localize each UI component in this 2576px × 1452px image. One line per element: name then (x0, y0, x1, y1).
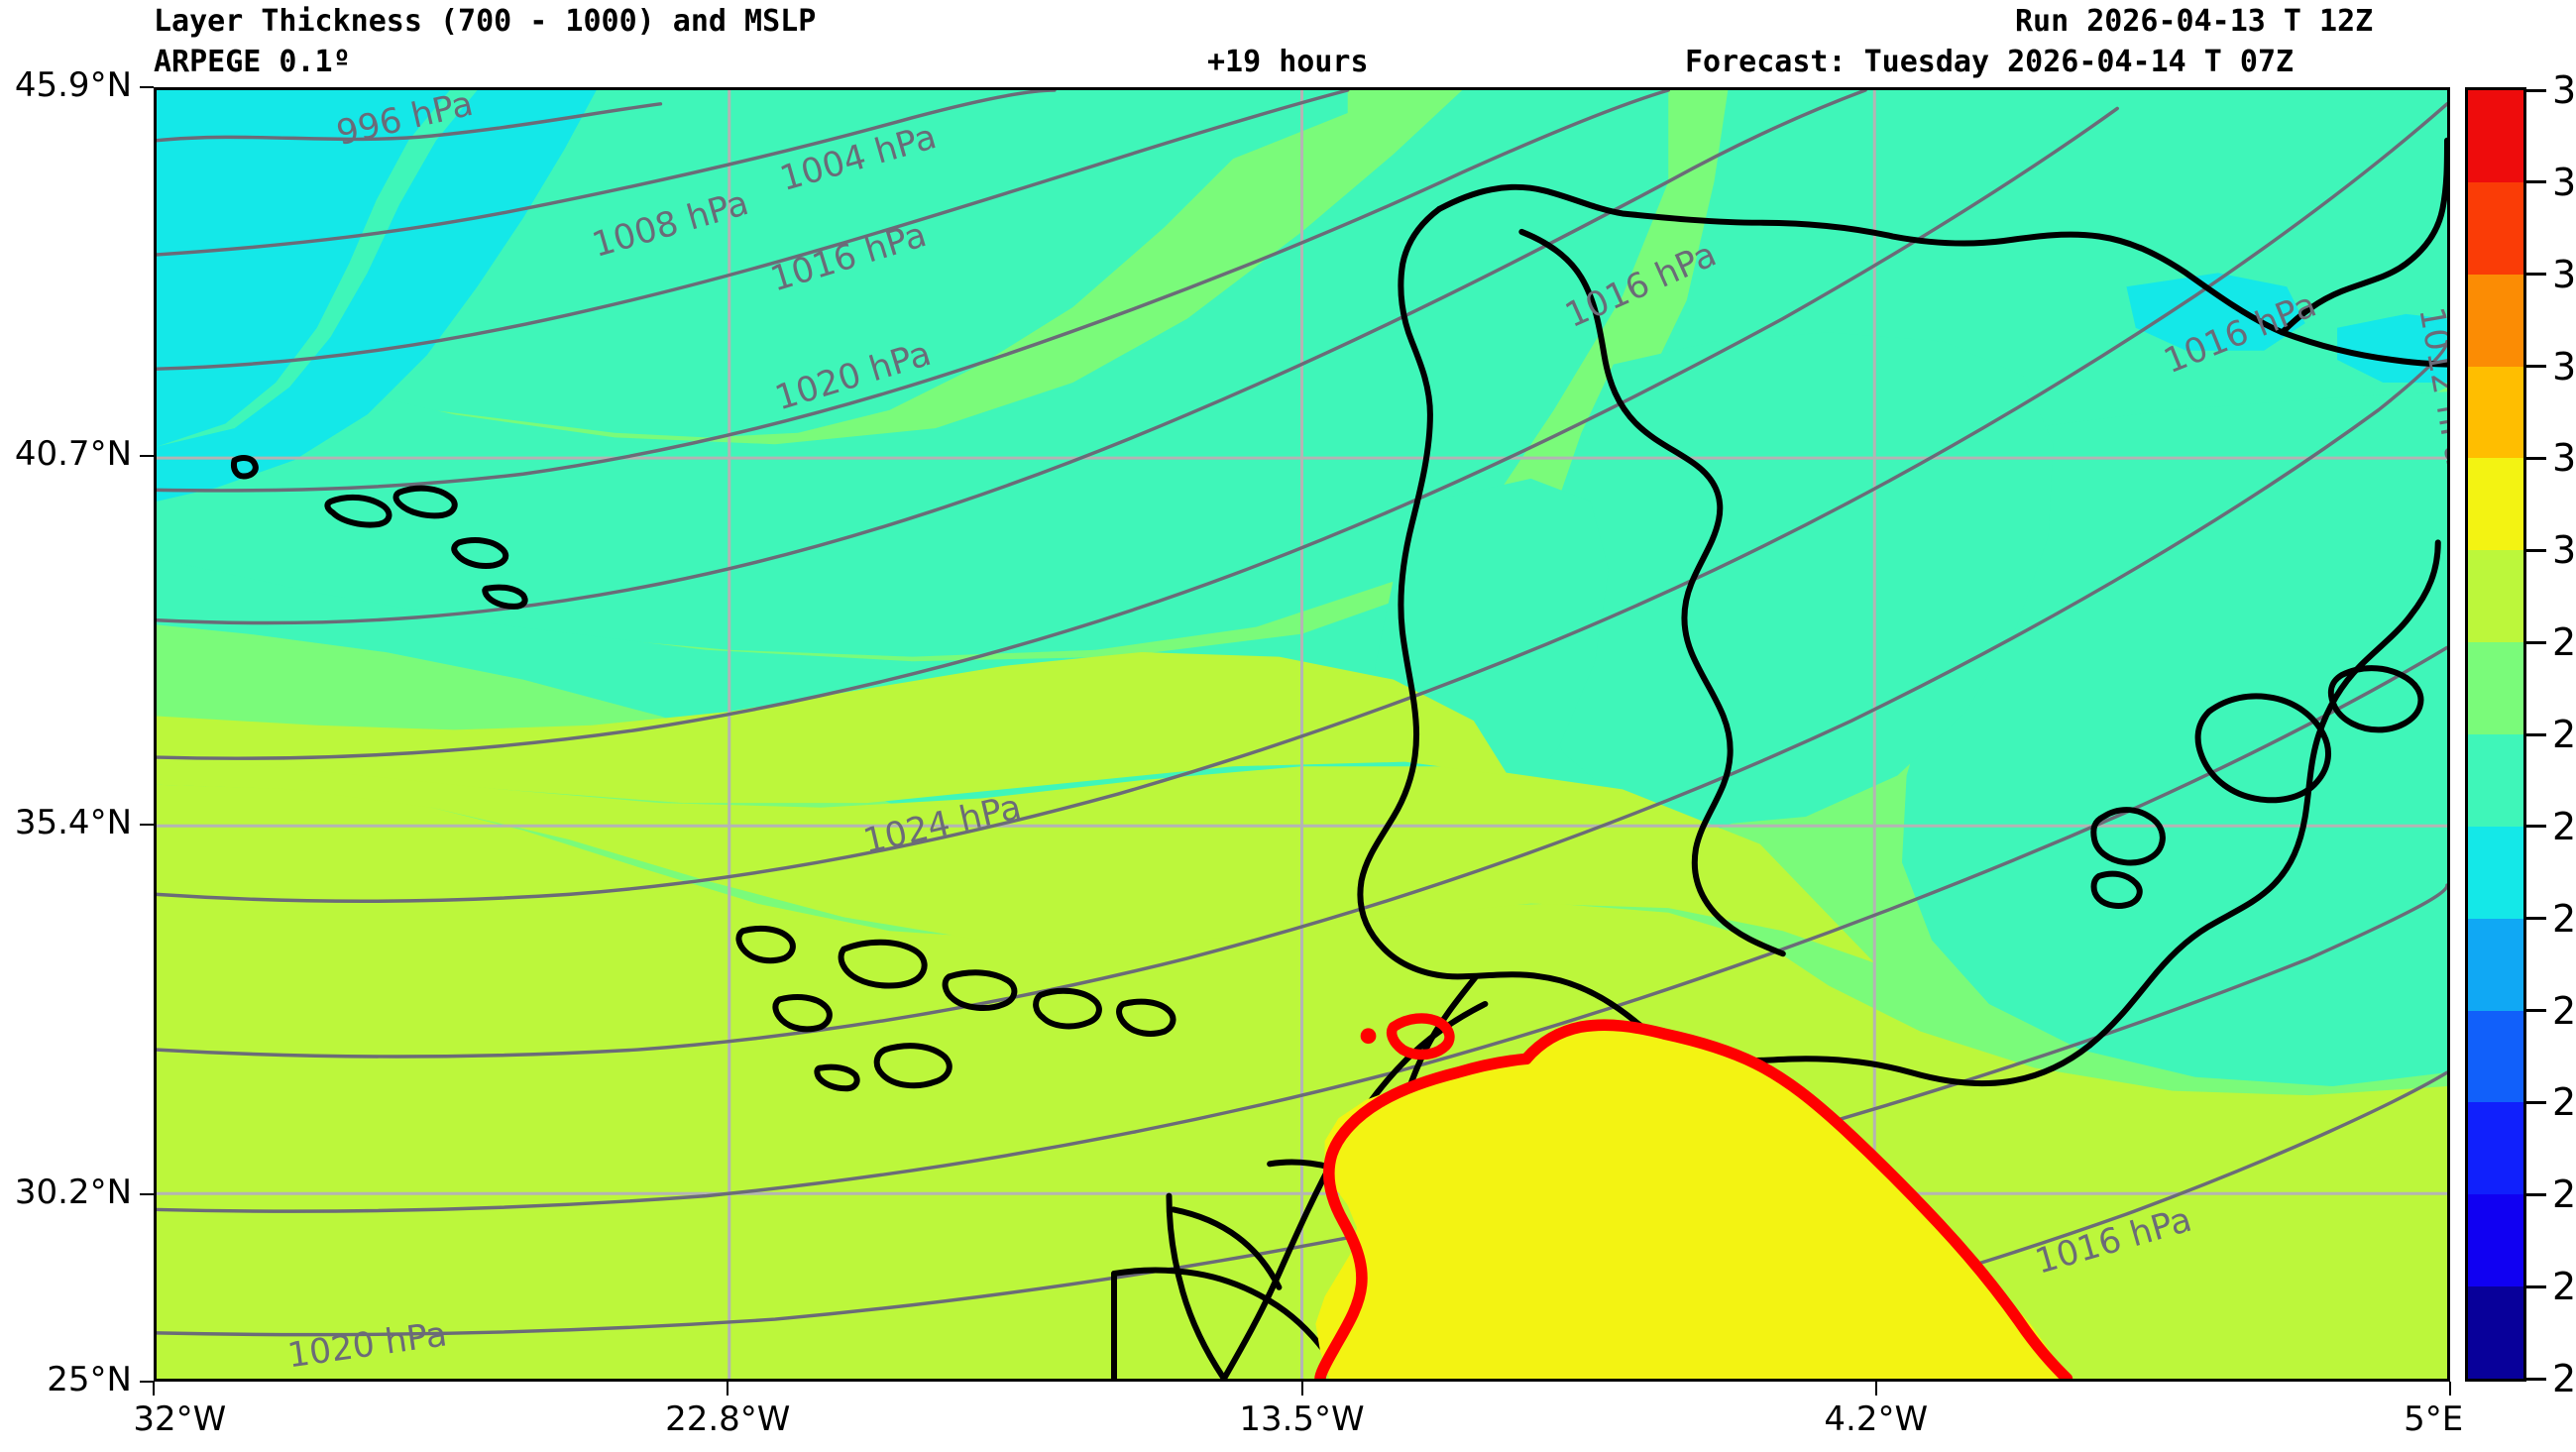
colorbar-band-290-295 (2468, 642, 2523, 735)
map-canvas: 996 hPa 1004 hPa 1008 hPa 1016 hPa 1020 … (157, 90, 2447, 1379)
map-plot-area[interactable]: 996 hPa 1004 hPa 1008 hPa 1016 hPa 1020 … (154, 87, 2450, 1382)
lead-time-label: +19 hours (1207, 45, 1369, 79)
x-tick-mark (1874, 1382, 1877, 1396)
colorbar-tick-label: 265 (2552, 1173, 2576, 1217)
colorbar-tick-label: 295 (2552, 620, 2576, 665)
x-axis-tick-label: 13.5°W (1239, 1399, 1365, 1439)
colorbar-tick-mark (2526, 1009, 2546, 1013)
y-axis-tick-label: 25°N (47, 1360, 132, 1399)
colorbar-band-260-265 (2468, 1194, 2523, 1287)
x-tick-mark (153, 1382, 155, 1396)
colorbar-tick-mark (2526, 273, 2546, 277)
colorbar[interactable] (2465, 87, 2526, 1382)
map-header: Layer Thickness (700 - 1000) and MSLP AR… (0, 0, 2576, 91)
colorbar-tick-label: 255 (2552, 1357, 2576, 1400)
colorbar-tick-label: 325 (2552, 68, 2576, 112)
page-title: Layer Thickness (700 - 1000) and MSLP (154, 4, 817, 39)
x-axis-tick-label: 22.8°W (665, 1399, 791, 1439)
colorbar-tick-mark (2526, 640, 2546, 644)
colorbar-tick-label: 280 (2552, 896, 2576, 941)
colorbar-tick-mark (2526, 88, 2546, 92)
y-axis-tick-label: 30.2°N (14, 1172, 132, 1212)
fill-band-295-300-b (157, 757, 1875, 963)
colorbar-band-320-325 (2468, 90, 2523, 182)
colorbar-tick-mark (2526, 548, 2546, 552)
colorbar-tick-mark (2526, 180, 2546, 184)
x-tick-mark (727, 1382, 729, 1396)
y-axis-tick-label: 35.4°N (14, 803, 132, 843)
colorbar-tick-label: 300 (2552, 528, 2576, 573)
morocco-border-dot (1360, 1028, 1377, 1045)
colorbar-tick-label: 310 (2552, 344, 2576, 389)
morocco-border (1520, 1019, 2073, 1379)
colorbar-tick-label: 260 (2552, 1265, 2576, 1309)
colorbar-tick-mark (2526, 1100, 2546, 1104)
y-tick-mark (140, 86, 154, 88)
colorbar-band-310-315 (2468, 274, 2523, 367)
colorbar-tick-label: 275 (2552, 988, 2576, 1033)
colorbar-tick-label: 290 (2552, 713, 2576, 756)
colorbar-tick-mark (2526, 732, 2546, 736)
colorbar-tick-mark (2526, 1284, 2546, 1288)
colorbar-tick-mark (2526, 1192, 2546, 1196)
y-tick-mark (140, 1192, 154, 1195)
run-timestamp-label: Run 2026-04-13 T 12Z (2015, 4, 2374, 39)
colorbar-tick-mark (2526, 1377, 2546, 1381)
x-tick-mark (2449, 1382, 2451, 1396)
colorbar-band-305-310 (2468, 366, 2523, 459)
isobar-contours (157, 90, 2447, 1379)
colorbar-band-265-270 (2468, 1102, 2523, 1195)
forecast-valid-label: Forecast: Tuesday 2026-04-14 T 07Z (1685, 45, 2295, 79)
colorbar-band-275-280 (2468, 918, 2523, 1011)
colorbar-tick-label: 305 (2552, 436, 2576, 481)
highlighted-country-morocco (1314, 1013, 2073, 1379)
colorbar-band-300-305 (2468, 458, 2523, 551)
colorbar-ticks (2526, 87, 2576, 1382)
y-axis-tick-label: 40.7°N (14, 434, 132, 475)
morocco-border-w (1314, 1053, 1532, 1379)
fill-band-280-285-c (2126, 273, 2305, 351)
y-tick-mark (140, 455, 154, 458)
y-tick-mark (140, 824, 154, 827)
colorbar-band-270-275 (2468, 1010, 2523, 1103)
x-tick-mark (1300, 1382, 1303, 1396)
fill-band-280-285-b (157, 90, 597, 502)
colorbar-band-295-300 (2468, 550, 2523, 643)
x-axis-tick-label: 32°W (133, 1399, 227, 1439)
y-axis-tick-label: 45.9°N (14, 65, 132, 105)
x-axis-tick-label: 5°E (2404, 1399, 2464, 1439)
colorbar-labels: 325 320 315 310 305 300 295 290 285 280 275 270 265 2… (2488, 68, 2576, 1400)
x-axis-tick-label: 4.2°W (1824, 1399, 1929, 1439)
colorbar-tick-mark (2526, 365, 2546, 369)
colorbar-tick-label: 285 (2552, 804, 2576, 848)
model-label: ARPEGE 0.1º (154, 45, 351, 79)
colorbar-tick-mark (2526, 917, 2546, 921)
fill-band-285-290-med (1901, 391, 2447, 1086)
fill-band-285-290-b (157, 90, 1669, 657)
fill-band-295-300-c (157, 652, 1509, 804)
colorbar-tick-label: 270 (2552, 1080, 2576, 1125)
y-tick-mark (140, 1381, 154, 1383)
colorbar-tick-mark (2526, 456, 2546, 460)
colorbar-band-255-260 (2468, 1286, 2523, 1380)
colorbar-band-315-320 (2468, 181, 2523, 275)
colorbar-tick-label: 320 (2552, 160, 2576, 204)
colorbar-band-280-285 (2468, 826, 2523, 919)
colorbar-tick-mark (2526, 825, 2546, 829)
fill-band-285-290-iber (1530, 332, 2054, 827)
fill-band-280-285 (157, 90, 450, 447)
morocco-border-islet (1386, 1013, 1455, 1061)
colorbar-band-285-290 (2468, 734, 2523, 827)
colorbar-tick-label: 315 (2552, 252, 2576, 296)
